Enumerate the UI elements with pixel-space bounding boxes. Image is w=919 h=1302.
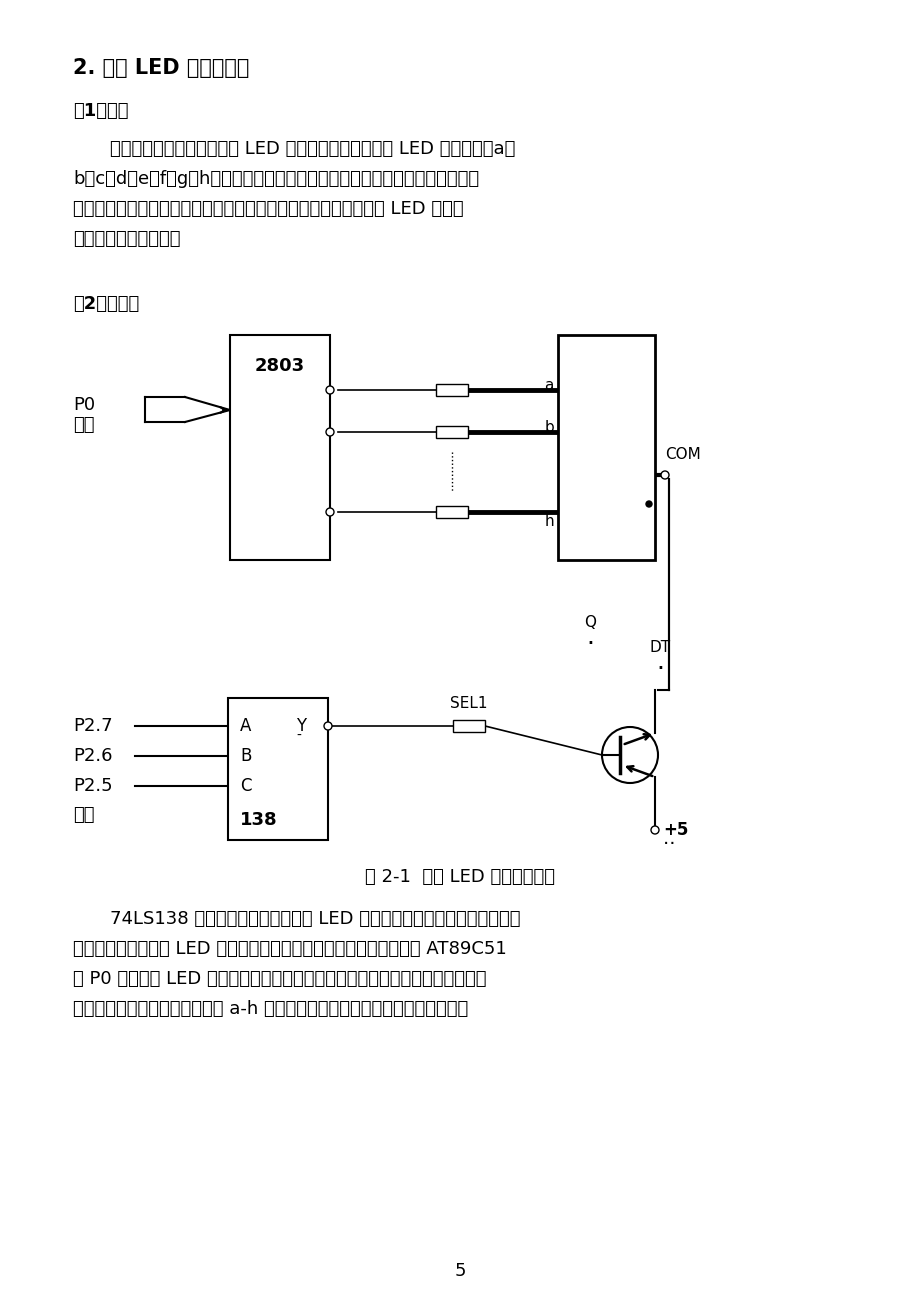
Text: Y: Y bbox=[296, 717, 306, 736]
Text: .: . bbox=[585, 625, 594, 648]
Text: 字型: 字型 bbox=[73, 417, 95, 434]
Text: 码，该子程序的作用是依次使从 a-h 的二极管亮，检查每个发光二极管的状况。: 码，该子程序的作用是依次使从 a-h 的二极管亮，检查每个发光二极管的状况。 bbox=[73, 1000, 468, 1018]
Text: （2）硬件图: （2）硬件图 bbox=[73, 296, 139, 312]
Text: Q: Q bbox=[584, 616, 596, 630]
Text: 通过程序编译，检测每一个 LED 发光管是否正常。七段 LED 显示器中，a、: 通过程序编译，检测每一个 LED 发光管是否正常。七段 LED 显示器中，a、 bbox=[110, 141, 515, 158]
Circle shape bbox=[325, 385, 334, 395]
Bar bbox=[558, 335, 654, 560]
Text: 三极管导通。当某一 LED 打开时，接下来调用字形显示子程序，并从 AT89C51: 三极管导通。当某一 LED 打开时，接下来调用字形显示子程序，并从 AT89C5… bbox=[73, 940, 506, 958]
Text: SEL1: SEL1 bbox=[449, 697, 487, 711]
Text: -: - bbox=[296, 729, 301, 743]
Text: h: h bbox=[544, 514, 553, 529]
Circle shape bbox=[651, 825, 658, 835]
Bar bbox=[452, 720, 484, 732]
Text: ··: ·· bbox=[663, 835, 681, 854]
Text: 检测每一个二极管的好坏。如果编码对应的二极管发光，说明七段 LED 显示器: 检测每一个二极管的好坏。如果编码对应的二极管发光，说明七段 LED 显示器 bbox=[73, 201, 463, 217]
Text: P2.5: P2.5 bbox=[73, 777, 112, 796]
Text: P2.7: P2.7 bbox=[73, 717, 112, 736]
Text: P0: P0 bbox=[73, 396, 95, 414]
Text: 对应的二极管是好的。: 对应的二极管是好的。 bbox=[73, 230, 180, 247]
Text: （1）目的: （1）目的 bbox=[73, 102, 129, 120]
Text: DT: DT bbox=[649, 641, 670, 655]
Text: .: . bbox=[655, 650, 664, 674]
Text: P2.6: P2.6 bbox=[73, 747, 112, 766]
Circle shape bbox=[325, 508, 334, 516]
Text: 图 2-1  七段 LED 显示器电路图: 图 2-1 七段 LED 显示器电路图 bbox=[365, 868, 554, 885]
Text: B: B bbox=[240, 747, 251, 766]
Text: +5: +5 bbox=[663, 822, 687, 838]
Bar bbox=[436, 384, 468, 396]
Text: b、c、d、e、f、g、h分别对应不同的编码，因此可以通过输入不同的编码，来: b、c、d、e、f、g、h分别对应不同的编码，因此可以通过输入不同的编码，来 bbox=[73, 171, 479, 187]
Text: b: b bbox=[544, 421, 553, 435]
Bar bbox=[436, 426, 468, 437]
Text: 字位: 字位 bbox=[73, 806, 95, 824]
Text: A: A bbox=[240, 717, 251, 736]
Text: 2. 七段 LED 显示器自检: 2. 七段 LED 显示器自检 bbox=[73, 59, 249, 78]
Text: 74LS138 译码器的作用是控制五盖 LED 的打开与关闭，输出低电平有效，: 74LS138 译码器的作用是控制五盖 LED 的打开与关闭，输出低电平有效， bbox=[110, 910, 520, 928]
Circle shape bbox=[645, 501, 652, 506]
Text: 的 P0 端口送至 LED 所对应的各个发光二极管。每个发光二极管对应一个字形编: 的 P0 端口送至 LED 所对应的各个发光二极管。每个发光二极管对应一个字形编 bbox=[73, 970, 486, 988]
Bar bbox=[436, 506, 468, 518]
Bar bbox=[230, 335, 330, 560]
Text: 5: 5 bbox=[454, 1262, 465, 1280]
Text: 2803: 2803 bbox=[255, 357, 305, 375]
Text: COM: COM bbox=[664, 448, 700, 462]
Text: C: C bbox=[240, 777, 251, 796]
Bar bbox=[228, 698, 328, 840]
Circle shape bbox=[325, 428, 334, 436]
Circle shape bbox=[323, 723, 332, 730]
Circle shape bbox=[601, 727, 657, 783]
Text: 138: 138 bbox=[240, 811, 278, 829]
Text: a: a bbox=[544, 378, 553, 393]
Circle shape bbox=[660, 471, 668, 479]
